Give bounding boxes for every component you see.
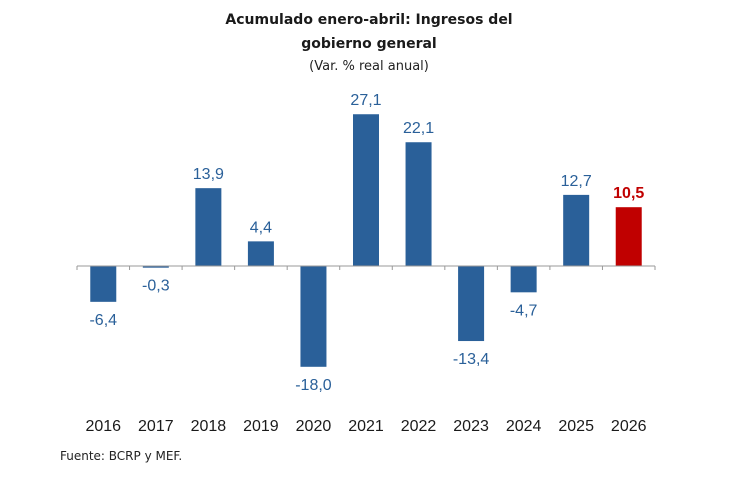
bar-2017 [142, 266, 169, 268]
data-label-2022: 22,1 [403, 120, 434, 137]
data-label-2026: 10,5 [613, 185, 644, 202]
bar-2023 [458, 266, 485, 342]
bar-2024 [510, 266, 537, 293]
chart-title-line-2: gobierno general [301, 36, 437, 52]
x-tick-label-2021: 2021 [348, 418, 384, 435]
bar-2021 [353, 114, 379, 267]
data-label-2024: -4,7 [510, 302, 538, 319]
x-tick-label-2025: 2025 [558, 418, 594, 435]
x-tick-label-2022: 2022 [401, 418, 437, 435]
bar-2016 [90, 266, 117, 302]
x-tick-label-2024: 2024 [506, 418, 542, 435]
bar-2025 [563, 194, 590, 266]
data-label-2021: 27,1 [350, 92, 381, 109]
data-label-2016: -6,4 [89, 312, 117, 329]
data-label-2023: -13,4 [453, 351, 490, 368]
data-label-2019: 4,4 [250, 219, 272, 236]
bar-2026 [615, 207, 642, 266]
data-label-2025: 12,7 [561, 173, 592, 190]
bar-2019 [247, 241, 274, 266]
bar-2018 [195, 188, 222, 266]
bar-2020 [300, 266, 327, 367]
x-tick-label-2016: 2016 [85, 418, 121, 435]
data-label-2018: 13,9 [193, 166, 224, 183]
x-tick-label-2026: 2026 [611, 418, 647, 435]
chart-title-line-1: Acumulado enero-abril: Ingresos del [225, 12, 513, 28]
x-tick-label-2018: 2018 [191, 418, 227, 435]
x-tick-label-2019: 2019 [243, 418, 279, 435]
data-label-2020: -18,0 [295, 377, 332, 394]
x-tick-label-2023: 2023 [453, 418, 489, 435]
chart-subtitle: (Var. % real anual) [309, 59, 429, 74]
x-tick-label-2020: 2020 [296, 418, 332, 435]
bar-2022 [405, 142, 432, 266]
data-label-2017: -0,3 [142, 278, 170, 295]
source-note: Fuente: BCRP y MEF. [60, 449, 183, 463]
x-tick-label-2017: 2017 [138, 418, 174, 435]
